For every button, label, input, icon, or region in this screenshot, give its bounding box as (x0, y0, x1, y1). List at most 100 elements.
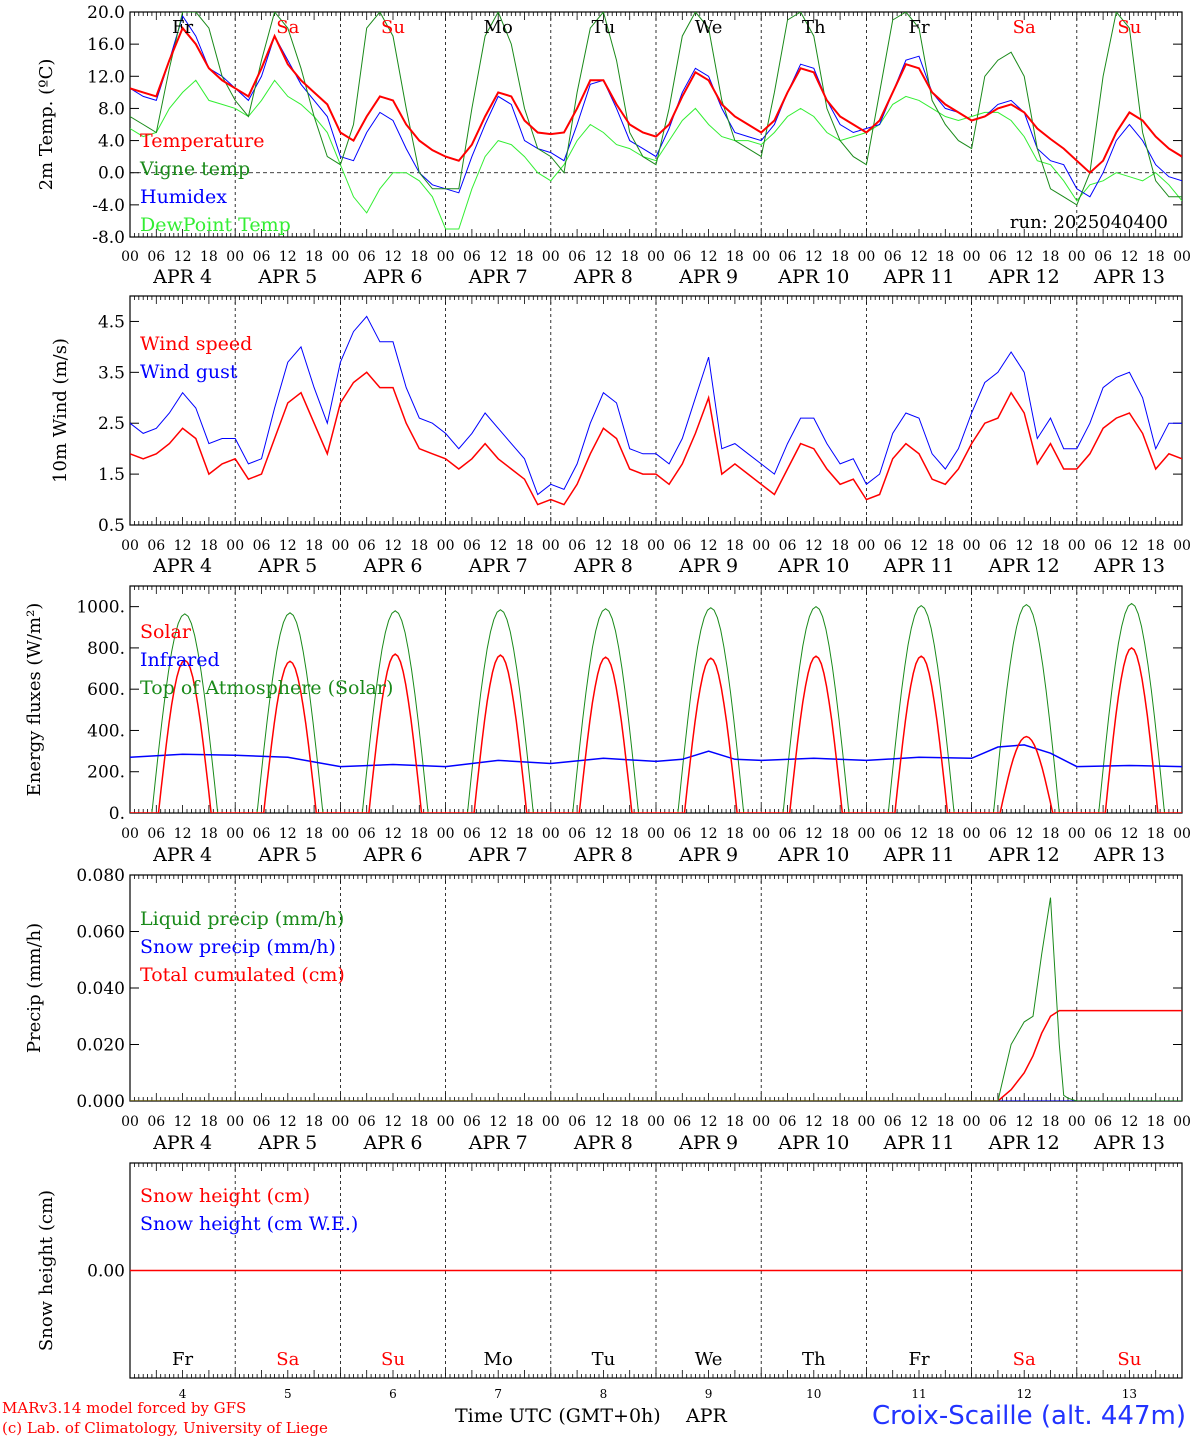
date-label: APR 12 (988, 844, 1060, 866)
weekday-label: Sa (276, 1349, 299, 1370)
date-label: APR 11 (882, 844, 954, 866)
hour-tick-label: 06 (147, 249, 165, 265)
date-label: APR 6 (363, 844, 423, 866)
hour-tick-label: 00 (857, 826, 875, 842)
hour-tick-label: 18 (305, 1114, 323, 1130)
hour-tick-label: 18 (936, 249, 954, 265)
x-ticks (129, 875, 1183, 1101)
hour-tick-label: 12 (1015, 1114, 1033, 1130)
y-tick-label: 200. (87, 763, 125, 783)
y-tick-label: 0.080 (76, 866, 125, 886)
hour-tick-label: 00 (331, 826, 349, 842)
series-wind-gust (130, 315, 1182, 496)
hour-tick-label: 00 (1068, 826, 1086, 842)
hour-tick-label: 06 (884, 1114, 902, 1130)
hour-tick-label: 00 (226, 1114, 244, 1130)
hour-tick-label: 06 (358, 1114, 376, 1130)
hour-tick-label: 06 (779, 538, 797, 554)
hour-tick-label: 00 (1173, 1114, 1191, 1130)
date-label: APR 13 (1093, 266, 1165, 288)
hour-tick-label: 06 (253, 249, 271, 265)
x-ticks (129, 1163, 1183, 1378)
date-label: APR 8 (573, 266, 633, 288)
y-tick-label: -4.0 (92, 196, 125, 216)
hour-tick-label: 18 (1147, 249, 1165, 265)
hour-tick-label: 06 (253, 1114, 271, 1130)
date-label: APR 10 (777, 266, 849, 288)
run-annotation: run: 2025040400 (1010, 212, 1168, 233)
y-tick-label: 20.0 (87, 3, 125, 23)
x-axis-month: APR (686, 1405, 727, 1427)
station-title: Croix-Scaille (alt. 447m) (872, 1401, 1186, 1431)
y-tick-label: 4.5 (98, 312, 125, 332)
x-axis-title: Time UTC (GMT+0h) (455, 1405, 661, 1427)
hour-tick-label: 00 (647, 538, 665, 554)
date-label: APR 9 (678, 555, 738, 577)
hour-tick-label: 18 (200, 249, 218, 265)
hour-tick-label: 06 (989, 249, 1007, 265)
hour-tick-label: 12 (384, 249, 402, 265)
hour-tick-label: 00 (647, 826, 665, 842)
hour-tick-label: 12 (174, 1114, 192, 1130)
hour-tick-label: 18 (726, 1114, 744, 1130)
date-label: APR 8 (573, 555, 633, 577)
hour-tick-label: 00 (542, 1114, 560, 1130)
date-label: APR 11 (882, 1132, 954, 1154)
hour-tick-label: 18 (516, 826, 534, 842)
hour-tick-label: 18 (1042, 1114, 1060, 1130)
hour-tick-label: 12 (700, 249, 718, 265)
hour-tick-label: 12 (1120, 1114, 1138, 1130)
hour-tick-label: 00 (1068, 538, 1086, 554)
hour-tick-label: 06 (1094, 538, 1112, 554)
hour-tick-label: 12 (594, 1114, 612, 1130)
legend-entry: Snow height (cm W.E.) (140, 1213, 358, 1235)
hour-tick-label: 12 (384, 826, 402, 842)
hour-tick-label: 06 (1094, 249, 1112, 265)
hour-tick-label: 12 (910, 1114, 928, 1130)
hour-tick-label: 00 (963, 249, 981, 265)
weekday-label: Th (802, 1349, 826, 1370)
y-tick-label: 2.5 (98, 414, 125, 434)
panel-snow: 0.00 Snow height (cm) Snow height (cm) Snow… (36, 1162, 1183, 1379)
hour-tick-label: 06 (147, 538, 165, 554)
hour-tick-label: 18 (200, 1114, 218, 1130)
hour-tick-label: 18 (831, 538, 849, 554)
series-wind-speed (130, 371, 1182, 506)
date-label: APR 4 (152, 1132, 212, 1154)
legend-entry: Wind gust (140, 361, 238, 383)
hour-tick-label: 00 (1173, 826, 1191, 842)
date-label: APR 10 (777, 555, 849, 577)
legend-entry: Total cumulated (cm) (140, 964, 345, 986)
hour-tick-label: 18 (726, 249, 744, 265)
hour-tick-label: 12 (910, 826, 928, 842)
y-tick-label: 8.0 (98, 99, 125, 119)
hour-tick-label: 06 (147, 1114, 165, 1130)
date-label: APR 6 (363, 266, 423, 288)
y-tick-label: 0.00 (87, 1262, 125, 1282)
hour-tick-label: 18 (1042, 249, 1060, 265)
credit-line-2: (c) Lab. of Climatology, University of L… (2, 1419, 328, 1437)
date-label: APR 10 (777, 1132, 849, 1154)
y-tick-label: 400. (87, 721, 125, 741)
date-label: APR 12 (988, 555, 1060, 577)
hour-tick-label: 00 (857, 1114, 875, 1130)
y-tick-label: 1000. (76, 598, 125, 618)
series-solar (130, 646, 1182, 813)
hour-tick-label: 06 (253, 826, 271, 842)
hour-tick-label: 06 (884, 249, 902, 265)
day-number-label: 12 (1017, 1387, 1032, 1401)
hour-tick-label: 18 (831, 249, 849, 265)
hour-tick-label: 00 (437, 826, 455, 842)
date-label: APR 11 (882, 266, 954, 288)
y-tick-label: 0.000 (76, 1092, 125, 1112)
date-label: APR 9 (678, 266, 738, 288)
weekday-label: Sa (1013, 1349, 1036, 1370)
hour-tick-label: 00 (857, 538, 875, 554)
hour-tick-label: 18 (516, 1114, 534, 1130)
y-axis-label: Energy fluxes (W/m²) (24, 603, 45, 797)
day-number-label: 6 (389, 1387, 397, 1401)
series-total-cumulated-cm (130, 1009, 1182, 1101)
series-liquid-precip-mm-h (130, 897, 1182, 1101)
